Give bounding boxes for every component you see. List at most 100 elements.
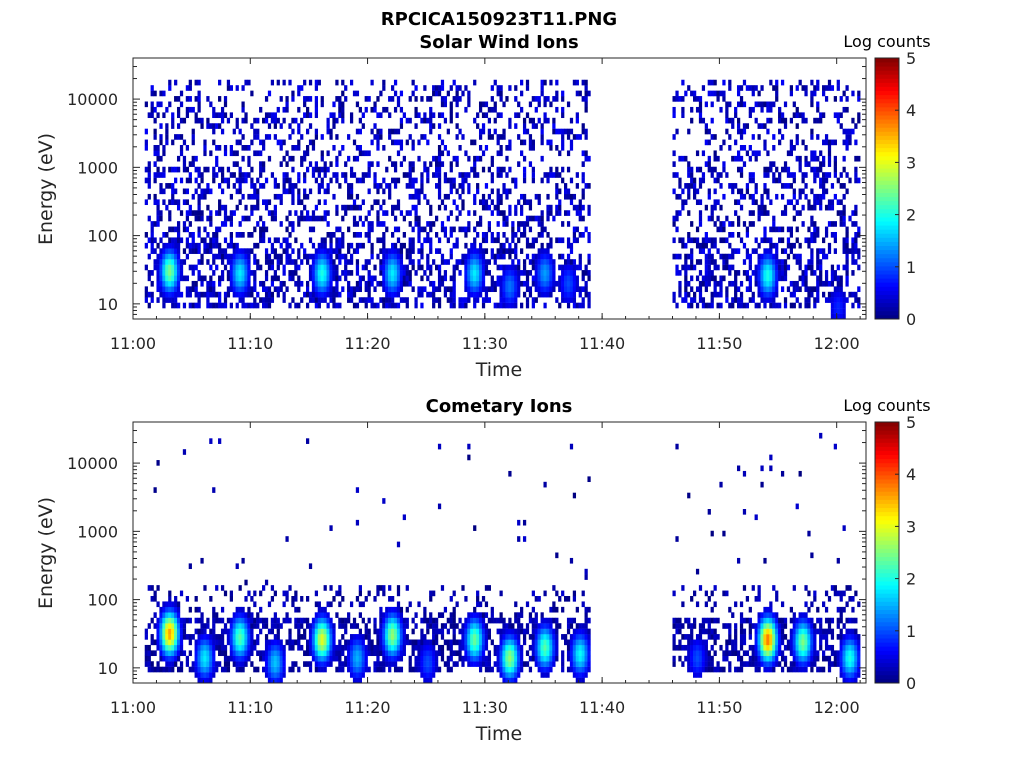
spectrogram-cell	[311, 650, 316, 657]
spectrogram-cell	[426, 253, 430, 260]
spectrogram-cell	[473, 623, 477, 629]
spectrogram-cell	[769, 161, 773, 167]
spectrogram-cell	[437, 123, 442, 129]
spectrogram-cell	[267, 259, 272, 265]
spectrogram-cell	[253, 193, 257, 200]
spectrogram-cell	[420, 672, 424, 678]
spectrogram-cell	[349, 242, 354, 249]
spectrogram-cell	[734, 270, 738, 276]
spectrogram-cell	[505, 677, 509, 684]
spectrogram-cell	[455, 215, 459, 222]
spectrogram-cell	[326, 183, 330, 189]
spectrogram-cell	[402, 275, 406, 282]
spectrogram-cell	[783, 264, 788, 271]
colorbar-tick-label: 3	[906, 153, 916, 172]
spectrogram-cell	[320, 253, 324, 260]
spectrogram-cell	[695, 166, 700, 173]
spectrogram-cell	[276, 79, 280, 86]
spectrogram-cell	[276, 623, 280, 629]
spectrogram-cell	[569, 145, 574, 151]
spectrogram-cell	[751, 90, 755, 97]
spectrogram-cell	[171, 123, 175, 129]
spectrogram-cell	[540, 259, 544, 265]
spectrogram-cell	[502, 221, 506, 227]
spectrogram-cell	[176, 666, 181, 673]
spectrogram-cell	[481, 655, 486, 662]
spectrogram-cell	[728, 117, 732, 124]
spectrogram-cell	[478, 650, 483, 657]
spectrogram-cell	[220, 639, 225, 646]
spectrogram-cell	[719, 204, 723, 211]
spectrogram-cell	[303, 150, 307, 157]
spectrogram-cell	[423, 112, 427, 119]
spectrogram-cell	[382, 199, 386, 206]
spectrogram-cell	[566, 286, 571, 293]
spectrogram-cell	[388, 634, 392, 640]
spectrogram-cell	[420, 639, 424, 646]
spectrogram-cell	[792, 286, 796, 293]
spectrogram-cell	[235, 617, 239, 624]
spectrogram-cell	[830, 221, 835, 227]
spectrogram-cell	[470, 264, 474, 271]
spectrogram-cell	[250, 193, 254, 200]
spectrogram-cell	[150, 90, 154, 97]
spectrogram-cell	[391, 259, 395, 265]
spectrogram-cell	[678, 210, 682, 216]
spectrogram-cell	[578, 232, 582, 238]
spectrogram-cell	[171, 253, 175, 260]
spectrogram-cell	[361, 172, 365, 178]
spectrogram-cell	[766, 297, 770, 303]
spectrogram-cell	[581, 96, 585, 102]
spectrogram-cell	[399, 248, 404, 254]
spectrogram-cell	[200, 172, 204, 178]
spectrogram-cell	[420, 172, 424, 178]
spectrogram-cell	[367, 628, 371, 635]
spectrogram-cell	[458, 128, 462, 135]
spectrogram-cell	[572, 280, 577, 287]
spectrogram-cell	[736, 166, 741, 173]
spectrogram-cell	[396, 634, 401, 640]
spectrogram-cell	[203, 166, 207, 173]
spectrogram-cell	[736, 286, 741, 293]
colorbar-segment	[875, 265, 899, 271]
spectrogram-cell	[253, 275, 257, 282]
spectrogram-cell	[499, 639, 503, 646]
spectrogram-cell	[769, 280, 773, 287]
spectrogram-cell	[200, 188, 204, 195]
spectrogram-cell	[760, 210, 764, 216]
spectrogram-cell	[147, 623, 151, 629]
spectrogram-cell	[376, 96, 380, 102]
spectrogram-cell	[537, 259, 541, 265]
spectrogram-cell	[323, 666, 327, 673]
spectrogram-cell	[335, 204, 339, 211]
spectrogram-cell	[789, 242, 793, 249]
spectrogram-cell	[194, 596, 198, 602]
spectrogram-cell	[212, 139, 216, 146]
spectrogram-cell	[329, 525, 333, 531]
spectrogram-cell	[297, 275, 301, 282]
spectrogram-cell	[429, 161, 433, 167]
spectrogram-cell	[701, 237, 706, 244]
spectrogram-cell	[144, 644, 148, 651]
spectrogram-cell	[493, 661, 497, 667]
spectrogram-cell	[555, 90, 559, 97]
spectrogram-cell	[446, 150, 450, 157]
spectrogram-cell	[382, 237, 386, 244]
spectrogram-cell	[675, 172, 679, 178]
spectrogram-cell	[305, 145, 310, 151]
spectrogram-cell	[379, 623, 383, 629]
spectrogram-cell	[303, 101, 307, 108]
spectrogram-cell	[719, 253, 723, 260]
spectrogram-cell	[470, 280, 474, 287]
spectrogram-cell	[244, 612, 248, 618]
spectrogram-cell	[273, 253, 277, 260]
spectrogram-cell	[760, 259, 764, 265]
spectrogram-cell	[317, 628, 321, 635]
spectrogram-cell	[499, 628, 503, 635]
spectrogram-cell	[687, 253, 691, 260]
spectrogram-cell	[675, 193, 679, 200]
spectrogram-cell	[417, 221, 421, 227]
spectrogram-cell	[584, 291, 588, 298]
spectrogram-cell	[182, 650, 187, 657]
spectrogram-cell	[220, 644, 225, 651]
